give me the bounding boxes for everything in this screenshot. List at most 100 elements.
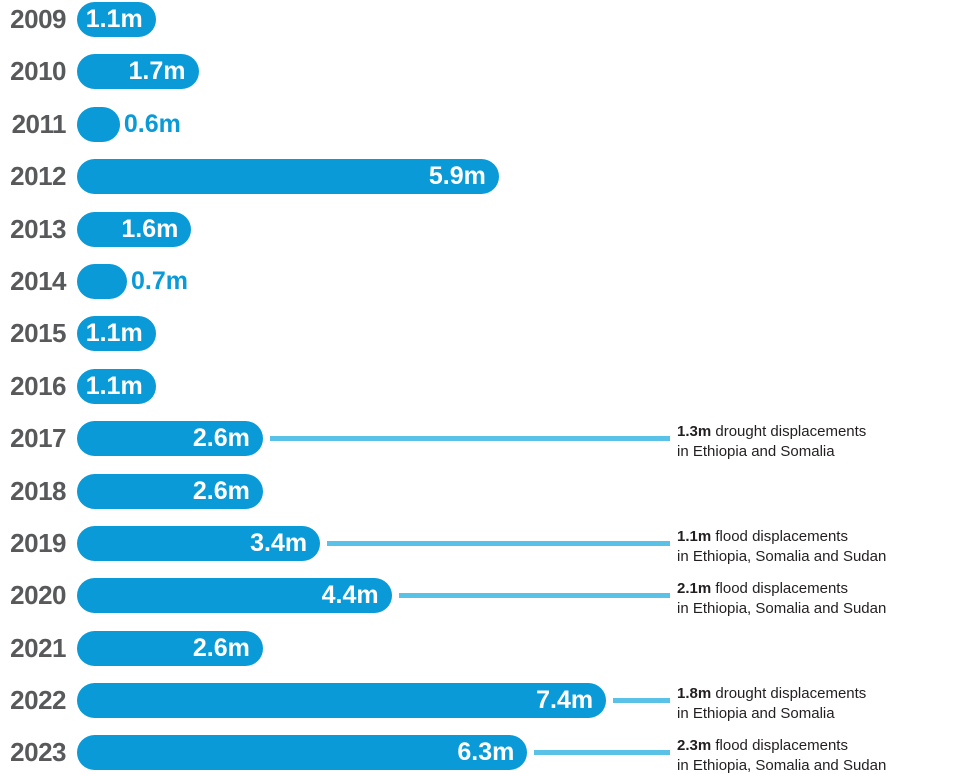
annotation-value: 1.3m [677, 423, 712, 441]
chart-row: 2010 1.7m [0, 54, 960, 90]
bar: 1.1m [77, 316, 156, 352]
bar: 3.4m [77, 525, 321, 561]
year-label: 2015 [10, 318, 66, 349]
year-label: 2019 [10, 527, 66, 558]
annotation-line1-text: flood displacements [715, 527, 848, 545]
bar-area: 2.6m [77, 630, 960, 666]
chart-row: 2020 4.4m 2.1m flood displacements in Et… [0, 578, 960, 617]
bar-area: 3.4m 1.1m flood displacements in Ethiopi… [77, 525, 960, 565]
year-label: 2014 [10, 265, 66, 296]
bar-value-label-outside: 0.7m [131, 266, 188, 295]
chart-row: 2011 0.6m [0, 106, 960, 142]
annotation-value: 1.1m [677, 527, 712, 545]
bar-value-label-inside: 1.6m [121, 214, 179, 243]
bar: 7.4m [77, 683, 607, 719]
bar-value-label-inside: 1.7m [128, 57, 186, 86]
bar: 6.3m [77, 735, 528, 771]
annotation: 1.8m drought displacements in Ethiopia a… [677, 684, 960, 724]
year-label: 2013 [10, 213, 66, 244]
chart-row: 2013 1.6m [0, 211, 960, 247]
bar-value-label-inside: 1.1m [85, 319, 143, 348]
bar-value-label-inside: 2.6m [192, 424, 250, 453]
bar-value-label-inside: 2.6m [192, 633, 250, 662]
annotation-line2-text: in Ethiopia and Somalia [677, 705, 835, 723]
chart-row: 2009 1.1m [0, 2, 960, 37]
bar [77, 106, 120, 142]
chart-row: 2015 1.1m [0, 316, 960, 352]
bar-value-label-inside: 4.4m [321, 581, 379, 610]
annotation-connector-line [269, 436, 670, 442]
annotation: 1.1m flood displacements in Ethiopia, So… [677, 527, 960, 567]
bar-value-label-inside: 1.1m [85, 5, 143, 33]
bar: 1.7m [77, 54, 199, 90]
bar: 2.6m [77, 473, 263, 509]
chart-row: 2017 2.6m 1.3m drought displacements in … [0, 421, 960, 460]
bar-value-label-inside: 5.9m [428, 162, 486, 191]
bar-value-label-inside: 7.4m [536, 686, 594, 715]
annotation-line1-text: drought displacements [715, 423, 867, 441]
annotation-connector-line [327, 540, 670, 546]
bar-area: 2.6m [77, 473, 960, 509]
bar-area: 1.1m [77, 2, 960, 37]
chart-row: 2016 1.1m [0, 368, 960, 404]
annotation-connector-line [398, 593, 670, 599]
annotation-value: 2.1m [677, 580, 712, 598]
year-label: 2011 [11, 108, 67, 139]
bar: 1.1m [77, 2, 156, 37]
chart-row: 2022 7.4m 1.8m drought displacements in … [0, 683, 960, 722]
annotation-line2-text: in Ethiopia, Somalia and Sudan [677, 600, 887, 618]
chart-row: 2021 2.6m [0, 630, 960, 666]
annotation-connector-line [534, 750, 670, 756]
bar-area: 5.9m [77, 159, 960, 195]
bar-area: 7.4m 1.8m drought displacements in Ethio… [77, 683, 960, 722]
bar-value-label-outside: 0.6m [123, 109, 181, 138]
year-label: 2020 [10, 580, 66, 611]
annotation-connector-line [613, 698, 670, 704]
bar: 5.9m [77, 159, 499, 195]
year-label: 2018 [10, 475, 66, 506]
year-label: 2021 [10, 632, 66, 663]
annotation-line2-text: in Ethiopia and Somalia [677, 443, 835, 461]
bar [77, 263, 127, 299]
chart-row: 2014 0.7m [0, 263, 960, 299]
year-label: 2009 [10, 4, 66, 34]
annotation-line1-text: flood displacements [715, 737, 848, 755]
bar-value-label-inside: 2.6m [192, 476, 250, 505]
year-label: 2010 [10, 56, 66, 87]
annotation: 2.3m flood displacements in Ethiopia, So… [677, 736, 960, 774]
bar-area: 2.6m 1.3m drought displacements in Ethio… [77, 421, 960, 460]
bar: 1.1m [77, 368, 156, 404]
bar-area: 1.6m [77, 211, 960, 247]
year-label: 2023 [10, 737, 66, 768]
bar-area: 1.1m [77, 316, 960, 352]
bar-area: 0.7m [77, 263, 960, 299]
annotation-line2-text: in Ethiopia, Somalia and Sudan [677, 757, 887, 774]
bar-area: 6.3m 2.3m flood displacements in Ethiopi… [77, 735, 960, 774]
bar: 2.6m [77, 421, 263, 457]
bar-value-label-inside: 6.3m [457, 738, 515, 767]
year-label: 2012 [10, 161, 66, 192]
annotation-line2-text: in Ethiopia, Somalia and Sudan [677, 547, 887, 565]
chart-row: 2012 5.9m [0, 159, 960, 195]
annotation: 1.3m drought displacements in Ethiopia a… [677, 422, 960, 462]
chart-row: 2018 2.6m [0, 473, 960, 509]
annotation-line1-text: drought displacements [715, 685, 867, 703]
bar-area: 4.4m 2.1m flood displacements in Ethiopi… [77, 578, 960, 617]
bar-value-label-inside: 3.4m [250, 528, 308, 557]
chart-row: 2023 6.3m 2.3m flood displacements in Et… [0, 735, 960, 774]
bar: 2.6m [77, 630, 263, 666]
bar: 1.6m [77, 211, 192, 247]
annotation-value: 1.8m [677, 685, 712, 703]
year-label: 2016 [10, 370, 66, 401]
annotation-line1-text: flood displacements [715, 580, 848, 598]
bar-value-label-inside: 1.1m [85, 371, 143, 400]
bar: 4.4m [77, 578, 392, 614]
annotation: 2.1m flood displacements in Ethiopia, So… [677, 579, 960, 619]
bar-area: 0.6m [77, 106, 960, 142]
chart-row: 2019 3.4m 1.1m flood displacements in Et… [0, 525, 960, 565]
bar-area: 1.7m [77, 54, 960, 90]
bar-area: 1.1m [77, 368, 960, 404]
annotation-value: 2.3m [677, 737, 712, 755]
year-label: 2022 [10, 685, 66, 716]
